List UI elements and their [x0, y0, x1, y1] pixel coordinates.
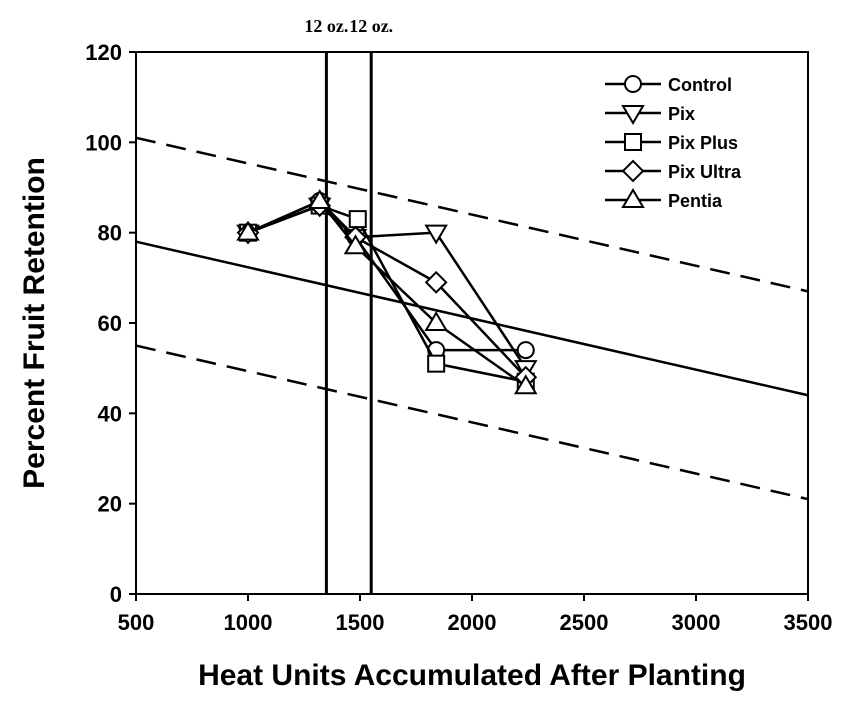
- y-tick-label: 100: [85, 130, 122, 155]
- x-tick-label: 2000: [448, 610, 497, 635]
- series-line-pix: [247, 204, 527, 369]
- data-point-pentia: [307, 189, 332, 210]
- upper-bound-line: [135, 136, 809, 293]
- y-axis-title: Percent Fruit Retention: [18, 157, 51, 489]
- data-point-pentia: [236, 220, 260, 241]
- data-point-pentia: [514, 374, 538, 395]
- legend: Control Pix Pix Plus Pix Ultra Pentia: [605, 75, 742, 211]
- legend-label: Pix: [668, 104, 695, 124]
- y-tick-label: 0: [110, 582, 122, 607]
- legend-marker: [621, 188, 645, 208]
- vertical-marker-label: 12 oz.: [349, 16, 393, 36]
- x-tick-label: 3500: [784, 610, 833, 635]
- y-tick-label: 120: [85, 40, 122, 65]
- vertical-markers: 12 oz. 12 oz.: [304, 16, 393, 594]
- x-tick-label: 3000: [672, 610, 721, 635]
- legend-item-pentia: Pentia: [605, 188, 723, 211]
- legend-marker: [624, 75, 642, 93]
- x-tick-label: 500: [118, 610, 155, 635]
- series-pix-ultra: [236, 194, 538, 389]
- x-tick-label: 2500: [560, 610, 609, 635]
- data-point-pix-plus: [427, 354, 446, 373]
- series-group: [236, 189, 538, 395]
- legend-item-pix-plus: Pix Plus: [605, 133, 738, 153]
- y-axis: 0 20 40 60 80 100 120: [85, 40, 136, 607]
- series-line-pix-plus: [247, 204, 527, 383]
- lower-bound-line: [135, 344, 809, 501]
- vertical-marker-label: 12 oz.: [304, 16, 348, 36]
- data-point-pix-ultra: [424, 270, 448, 294]
- series-line-pentia: [247, 199, 527, 388]
- legend-label: Pix Ultra: [668, 162, 742, 182]
- legend-label: Pentia: [668, 191, 723, 211]
- legend-item-pix: Pix: [605, 104, 695, 125]
- y-tick-label: 20: [98, 492, 122, 517]
- legend-marker: [621, 105, 645, 125]
- x-axis-title: Heat Units Accumulated After Planting: [198, 659, 746, 692]
- data-point-control: [516, 341, 535, 360]
- y-tick-label: 80: [98, 221, 122, 246]
- y-tick-label: 60: [98, 311, 122, 336]
- data-point-pix-plus: [348, 210, 367, 229]
- x-axis: 500 1000 1500 2000 2500 3000 3500: [118, 594, 833, 635]
- series-line-pix-ultra: [247, 204, 527, 379]
- legend-item-pix-ultra: Pix Ultra: [605, 159, 742, 183]
- data-point-pix: [424, 224, 448, 245]
- x-tick-label: 1500: [336, 610, 385, 635]
- x-tick-label: 1000: [224, 610, 273, 635]
- data-point-pentia: [424, 311, 448, 331]
- legend-label: Pix Plus: [668, 133, 738, 153]
- series-pentia: [236, 189, 538, 395]
- y-tick-label: 40: [98, 401, 122, 426]
- legend-marker: [624, 133, 642, 151]
- legend-item-control: Control: [605, 75, 732, 95]
- legend-label: Control: [668, 75, 732, 95]
- legend-marker: [621, 159, 645, 183]
- data-point-pentia: [343, 234, 368, 255]
